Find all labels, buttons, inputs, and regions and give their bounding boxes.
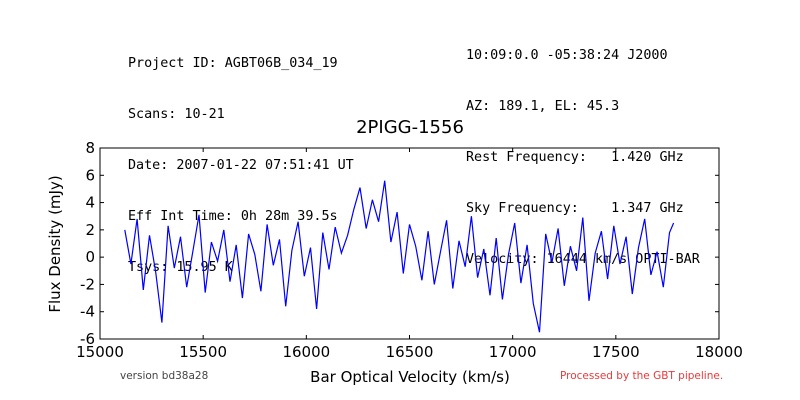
chart-title: 2PIGG-1556 [356, 117, 464, 138]
y-tick-label: 0 [85, 248, 95, 266]
x-tick-label: 15500 [179, 343, 227, 361]
version-label: version bd38a28 [120, 370, 209, 382]
header-rest-frequency: Rest Frequency: 1.420 GHz [466, 150, 684, 165]
header-sky-frequency: Sky Frequency: 1.347 GHz [466, 201, 684, 216]
header-project-id: Project ID: AGBT06B_034_19 [128, 56, 338, 71]
y-tick-label: -6 [80, 330, 95, 348]
header-date: Date: 2007-01-22 07:51:41 UT [128, 158, 354, 173]
x-axis-label: Bar Optical Velocity (km/s) [310, 368, 510, 386]
y-tick-label: 4 [85, 194, 95, 212]
x-tick-label: 18000 [695, 343, 743, 361]
x-tick-label: 15000 [76, 343, 124, 361]
plot-frame [99, 147, 720, 340]
x-tick-label: 16000 [282, 343, 330, 361]
series-line [124, 180, 675, 333]
header-right: 10:09:0.0 -05:38:24 J2000 AZ: 189.1, EL:… [466, 13, 700, 285]
header-coordinates: 10:09:0.0 -05:38:24 J2000 [466, 48, 668, 63]
header-left: Project ID: AGBT06B_034_19 Scans: 10-21 … [128, 21, 354, 293]
y-tick-label: 2 [85, 221, 95, 239]
header-az-el: AZ: 189.1, EL: 45.3 [466, 99, 620, 114]
header-scans: Scans: 10-21 [128, 107, 225, 122]
header-eff-int-time: Eff Int Time: 0h 28m 39.5s [128, 209, 338, 224]
y-axis-label: Flux Density (mJy) [46, 175, 64, 312]
y-tick-label: 6 [85, 166, 95, 184]
x-tick-label: 16500 [386, 343, 434, 361]
pipeline-credit: Processed by the GBT pipeline. [560, 370, 724, 382]
y-tick-label: 8 [85, 139, 95, 157]
x-tick-label: 17000 [489, 343, 537, 361]
y-axis-ticks: -6 -4 -2 0 2 4 6 8 [80, 139, 719, 348]
x-tick-label: 17500 [592, 343, 640, 361]
y-tick-label: -2 [80, 275, 95, 293]
x-axis-ticks: 15000 15500 16000 16500 17000 17500 18000 [76, 148, 743, 361]
y-tick-label: -4 [80, 303, 95, 321]
